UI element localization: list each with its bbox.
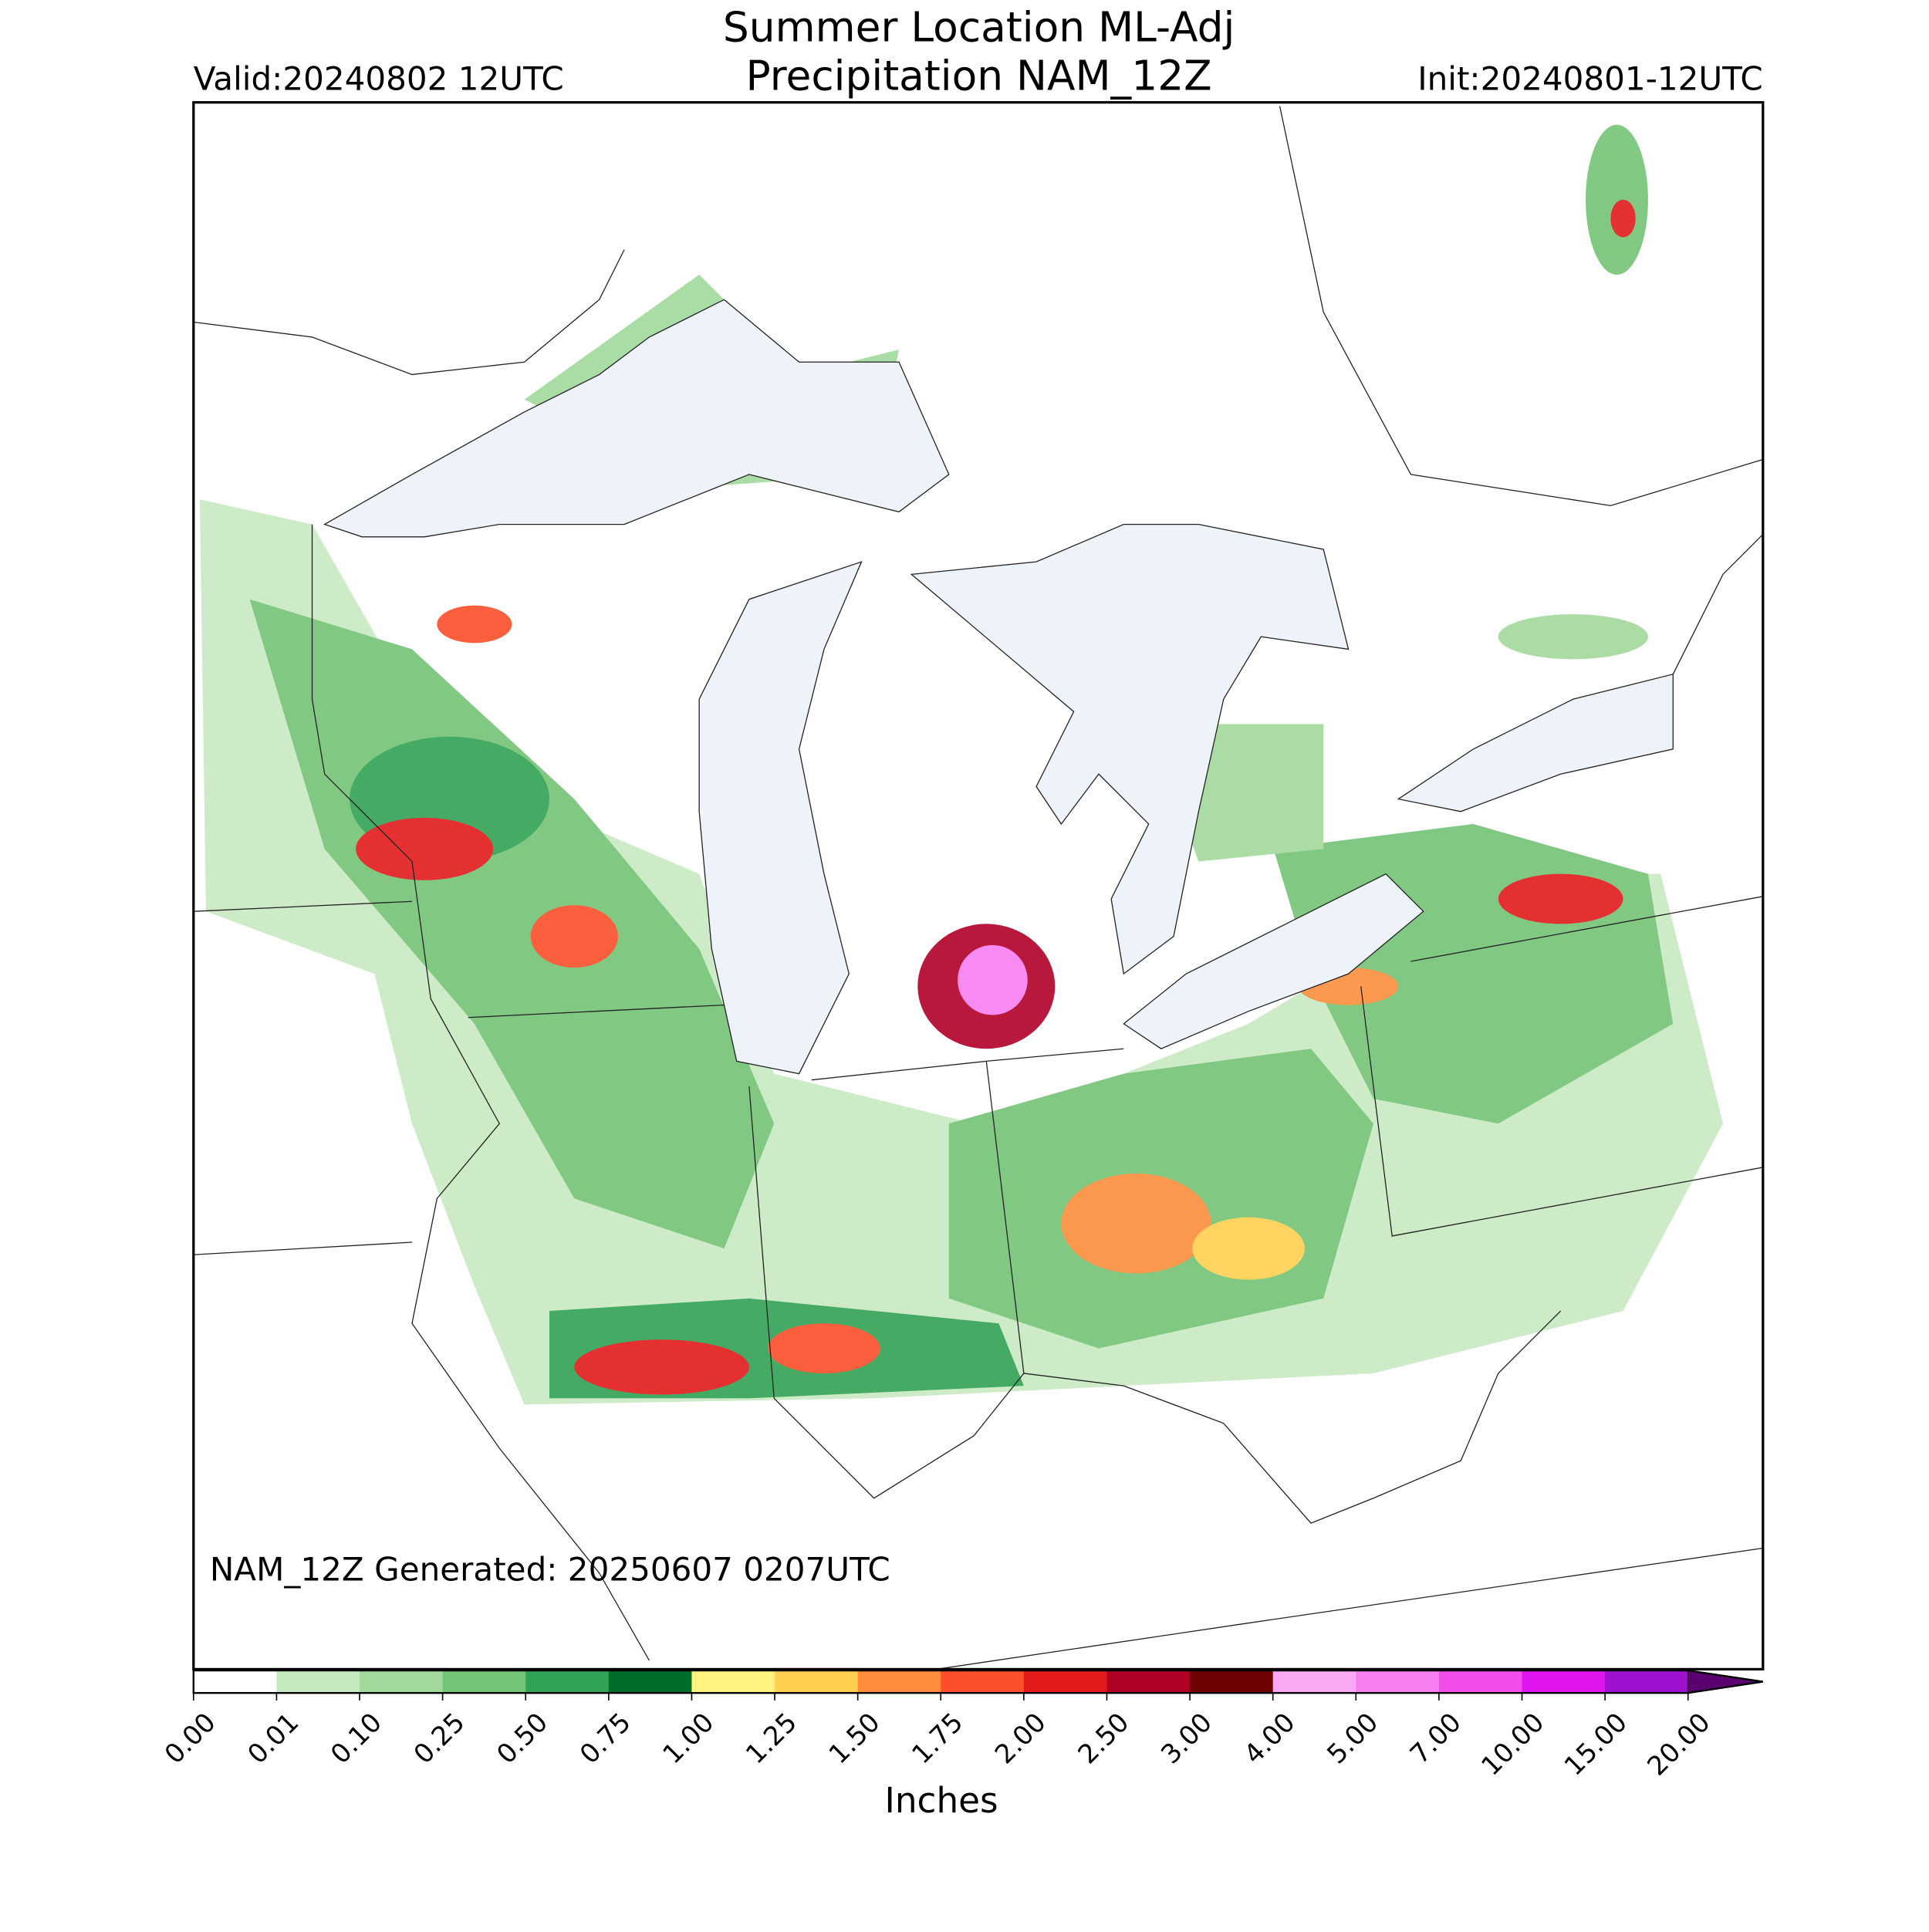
colorbar-label: Inches (884, 1780, 998, 1821)
colorbar-segment (775, 1670, 859, 1694)
colorbar-segment (941, 1670, 1025, 1694)
colorbar-tick-label: 2.00 (989, 1707, 1052, 1770)
colorbar-tick-label: 5.00 (1321, 1707, 1384, 1770)
colorbar-segment (525, 1670, 610, 1694)
colorbar-tick-label: 3.00 (1155, 1707, 1218, 1770)
colorbar-tick-label: 15.00 (1559, 1707, 1633, 1782)
colorbar-segment (608, 1670, 692, 1694)
colorbar-segment (1522, 1670, 1606, 1694)
colorbar-segment (1356, 1670, 1440, 1694)
colorbar-tick-label: 1.50 (823, 1707, 887, 1770)
generated-note: NAM_12Z Generated: 20250607 0207UTC (210, 1551, 890, 1589)
colorbar-tick-label: 0.50 (491, 1707, 554, 1770)
colorbar-outline (192, 1669, 1763, 1694)
colorbar-segment (691, 1670, 775, 1694)
map-frame (192, 101, 1765, 1671)
colorbar-segment (1438, 1670, 1522, 1694)
map-area: NAM_12Z Generated: 20250607 0207UTC (193, 102, 1763, 1670)
colorbar-segment (193, 1670, 277, 1694)
colorbar-tick-label: 2.50 (1073, 1707, 1136, 1770)
valid-time: Valid:20240802 12UTC (194, 60, 564, 98)
colorbar: 0.00 0.01 0.10 0.25 0.50 0.75 1.00 1.25 1.50 1.75… (159, 1669, 1763, 1782)
colorbar-segment (442, 1670, 526, 1694)
colorbar-tick-label: 7.00 (1404, 1707, 1468, 1770)
colorbar-segment (857, 1670, 941, 1694)
colorbar-tick-label: 1.00 (657, 1707, 721, 1770)
colorbar-tick-label: 0.00 (159, 1707, 222, 1770)
colorbar-segment (1023, 1670, 1107, 1694)
colorbar-tick-label: 4.00 (1238, 1707, 1302, 1770)
init-time: Init:20240801-12UTC (1417, 60, 1763, 98)
colorbar-segment (276, 1670, 360, 1694)
subtitle: Precipitation NAM_12Z (745, 52, 1211, 100)
colorbar-tick-label: 20.00 (1641, 1707, 1716, 1782)
colorbar-segment (1106, 1670, 1191, 1694)
colorbar-tick-label: 0.25 (408, 1707, 471, 1770)
colorbar-tick-label: 0.10 (325, 1707, 388, 1770)
colorbar-segment (360, 1670, 444, 1694)
title: Summer Location ML-Adj (723, 2, 1235, 51)
colorbar-segment (1190, 1670, 1274, 1694)
colorbar-extension (1687, 1670, 1763, 1694)
colorbar-tick-label: 0.75 (574, 1707, 637, 1770)
colorbar-tick-label: 0.01 (242, 1707, 305, 1770)
colorbar-tick-label: 1.25 (740, 1707, 803, 1770)
colorbar-segment (1605, 1670, 1689, 1694)
colorbar-tick-label: 1.75 (906, 1707, 969, 1770)
colorbar-tick-label: 10.00 (1475, 1707, 1550, 1782)
colorbar-segment (1272, 1670, 1356, 1694)
